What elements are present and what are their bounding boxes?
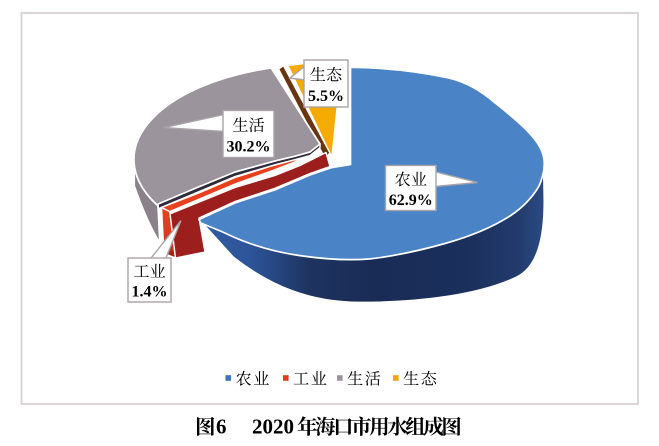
svg-text:5.5%: 5.5% (308, 88, 344, 105)
svg-text:1.4%: 1.4% (132, 284, 168, 301)
svg-text:2020: 2020 (252, 415, 294, 439)
svg-text:6: 6 (216, 415, 227, 439)
svg-text:62.9%: 62.9% (389, 192, 433, 209)
svg-text:30.2%: 30.2% (227, 139, 271, 156)
